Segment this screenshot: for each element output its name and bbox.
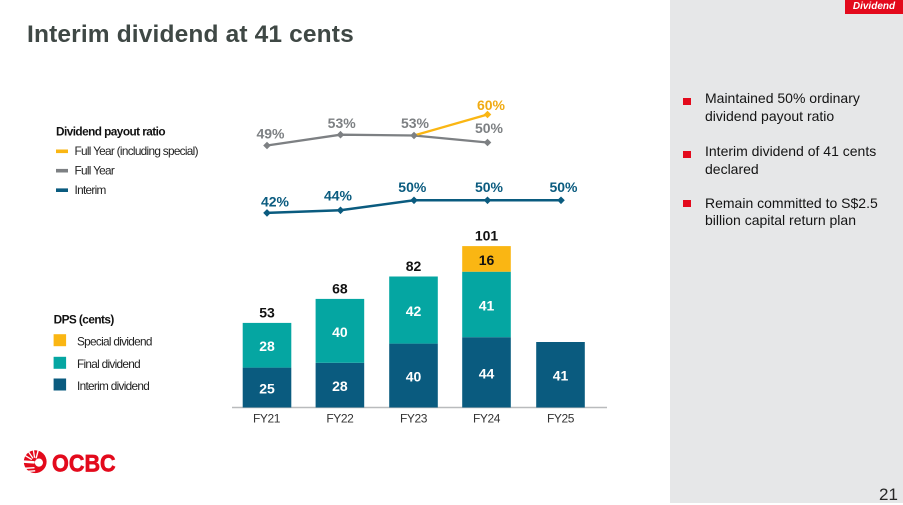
svg-text:40: 40 (406, 369, 422, 385)
svg-text:Full Year: Full Year (75, 164, 115, 178)
svg-text:FY23: FY23 (400, 411, 428, 425)
svg-text:44%: 44% (324, 188, 353, 204)
svg-text:FY22: FY22 (326, 411, 354, 425)
svg-text:FY25: FY25 (547, 411, 575, 425)
svg-text:28: 28 (332, 378, 348, 394)
svg-text:41: 41 (553, 368, 569, 384)
svg-text:40: 40 (332, 324, 348, 340)
svg-text:50%: 50% (549, 179, 578, 195)
svg-text:50%: 50% (398, 179, 427, 195)
svg-text:50%: 50% (475, 120, 504, 136)
svg-text:41: 41 (479, 297, 495, 313)
svg-text:Special dividend: Special dividend (77, 335, 152, 349)
svg-text:Dividend payout ratio: Dividend payout ratio (56, 125, 165, 139)
svg-text:Final dividend: Final dividend (77, 357, 140, 371)
svg-text:16: 16 (479, 252, 495, 268)
svg-text:68: 68 (332, 280, 348, 296)
svg-text:OCBC: OCBC (52, 449, 116, 476)
svg-text:49%: 49% (256, 126, 285, 142)
svg-text:53%: 53% (328, 115, 357, 131)
svg-text:DPS (cents): DPS (cents) (54, 312, 115, 326)
svg-text:50%: 50% (475, 179, 504, 195)
svg-text:FY24: FY24 (473, 411, 501, 425)
svg-text:101: 101 (475, 228, 499, 244)
svg-text:28: 28 (259, 338, 275, 354)
svg-text:44: 44 (479, 365, 495, 381)
svg-text:Full Year (including special): Full Year (including special) (75, 144, 199, 158)
svg-text:53%: 53% (401, 115, 430, 131)
svg-text:25: 25 (259, 381, 275, 397)
svg-text:53: 53 (259, 304, 275, 320)
svg-text:Interim dividend: Interim dividend (77, 379, 149, 393)
svg-text:82: 82 (406, 258, 422, 274)
svg-text:FY21: FY21 (253, 411, 281, 425)
svg-text:60%: 60% (477, 97, 506, 113)
svg-text:42%: 42% (261, 194, 290, 210)
svg-text:42: 42 (406, 303, 422, 319)
svg-text:Interim: Interim (75, 183, 107, 197)
